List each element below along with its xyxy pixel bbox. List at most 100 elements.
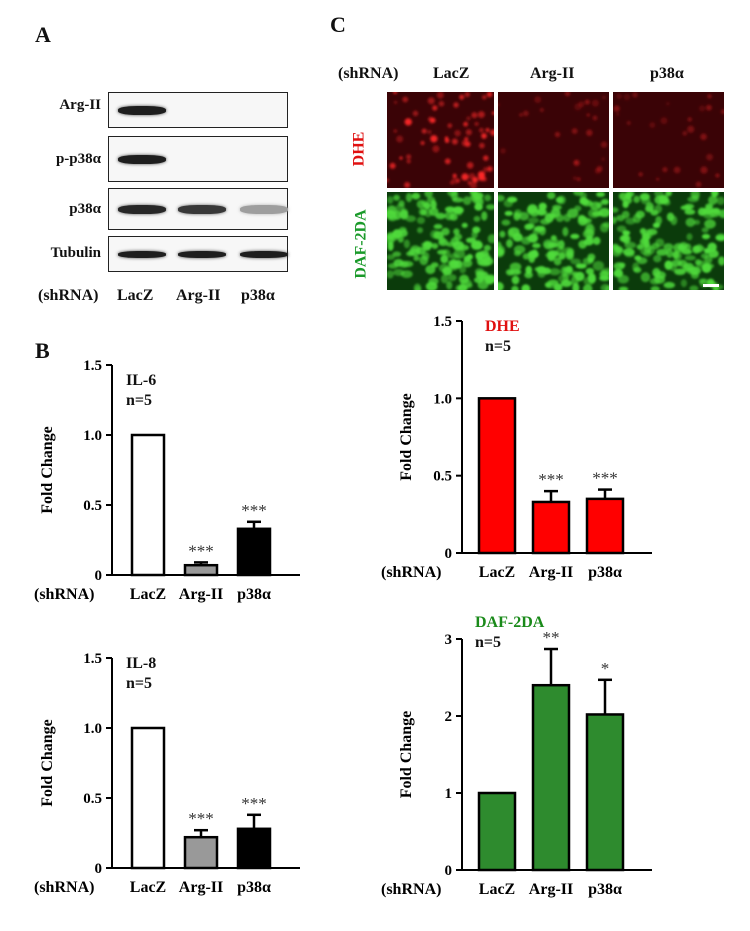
significance-label: ** [543,628,560,647]
y-axis-label: Fold Change [39,719,56,807]
blot-shrna-label: (shRNA) [38,287,99,304]
chart-il6: 0 0.5 1.0 1.5 Fold Change IL-6 n=5 LacZ *** Arg-I… [34,358,300,603]
bar [130,726,166,870]
y-tick-label: 3 [445,632,453,648]
significance-label: *** [241,794,267,813]
blot-band [118,204,166,214]
y-tick-label: 1.5 [433,314,452,330]
x-axis-prefix: (shRNA) [34,586,94,603]
y-tick-label: 0 [95,568,103,584]
bar [585,713,625,872]
micro-column-label: Arg-II [530,65,575,82]
blot-band [118,154,166,164]
y-tick-label: 1.0 [83,428,102,444]
panel-label-b: B [35,338,50,363]
y-axis-label: Fold Change [398,711,415,799]
x-tick-label: p38α [237,586,271,603]
dhe-image-p38 [613,92,724,188]
bar [477,791,517,872]
bar [183,563,219,577]
micro-shrna-label: (shRNA) [338,65,399,82]
y-axis-label: Fold Change [39,426,56,514]
x-axis-prefix: (shRNA) [381,881,441,898]
daf-image-arg2 [498,192,609,290]
y-tick-label: 2 [445,709,453,725]
blot-row-label: p-p38α [55,151,101,167]
daf-image-lacz [387,192,494,290]
significance-label: *** [241,501,267,520]
blot-band [178,250,226,258]
significance-label: *** [592,469,618,488]
y-tick-label: 1.5 [83,358,102,374]
chart-annotation: DAF-2DA [475,614,545,631]
bar [477,397,517,555]
chart-daf: 0 1 2 3 Fold Change DAF-2DA n=5 LacZ ** Arg-II * p3… [381,614,652,898]
chart-il8: 0 0.5 1.0 1.5 Fold Change IL-8 n=5 LacZ *** Arg-I… [34,651,300,896]
y-tick-label: 0 [445,546,453,562]
x-tick-label: p38α [588,564,622,581]
y-tick-label: 1.5 [83,651,102,667]
chart-annotation: n=5 [126,392,152,409]
y-tick-label: 0 [95,861,103,877]
x-tick-label: Arg-II [179,879,223,896]
x-tick-label: p38α [588,881,622,898]
chart-annotation: IL-8 [126,655,156,672]
daf-image-p38 [613,192,724,290]
blot-row-label: p38α [69,201,101,217]
blot-band [240,250,288,258]
y-tick-label: 0.5 [83,498,102,514]
x-axis-prefix: (shRNA) [34,879,94,896]
bar [531,500,571,555]
y-tick-label: 0 [445,863,453,879]
x-axis-prefix: (shRNA) [381,564,441,581]
micro-row-label: DHE [350,131,368,167]
bar [531,683,571,872]
chart-annotation: IL-6 [126,372,156,389]
chart-annotation: n=5 [126,675,152,692]
microscopy-grid [387,92,724,290]
y-tick-label: 0.5 [433,469,452,485]
x-tick-label: LacZ [130,879,166,896]
x-tick-label: Arg-II [529,881,573,898]
micro-column-label: p38α [650,65,684,82]
bar [585,497,625,555]
y-axis-label: Fold Change [398,393,415,481]
panel-label-a: A [35,22,51,47]
y-tick-label: 0.5 [83,791,102,807]
panel-label-c: C [330,12,346,37]
bar [236,527,272,577]
bar [130,433,166,577]
blot-row-label: Arg-II [59,97,101,113]
x-tick-label: LacZ [479,881,515,898]
bar [183,835,219,870]
micro-row-label: DAF-2DA [352,209,370,279]
significance-label: *** [188,809,214,828]
micro-column-label: LacZ [433,65,470,82]
dhe-image-lacz [387,92,494,188]
y-tick-label: 1 [445,786,453,802]
y-tick-label: 1.0 [83,721,102,737]
blot-lane-label: p38α [241,287,275,304]
x-tick-label: p38α [237,879,271,896]
significance-label: * [601,659,610,678]
significance-label: *** [188,541,214,560]
significance-label: *** [538,470,564,489]
chart-annotation: n=5 [475,634,501,651]
chart-annotation: DHE [485,318,520,335]
blot-lane-label: Arg-II [176,287,221,304]
blot-band [178,204,226,214]
chart-dhe: 0 0.5 1.0 1.5 Fold Change DHE n=5 LacZ *** Arg-II… [381,314,652,581]
x-tick-label: LacZ [130,586,166,603]
blot-lane-label: LacZ [117,287,154,304]
y-tick-label: 1.0 [433,391,452,407]
scale-bar [703,284,719,287]
blot-band [118,105,166,115]
x-tick-label: LacZ [479,564,515,581]
bar [236,827,272,870]
blot-band [118,250,166,258]
x-tick-label: Arg-II [529,564,573,581]
blot-band [240,204,288,214]
chart-annotation: n=5 [485,338,511,355]
dhe-image-arg2 [498,92,609,188]
blot-row-label: Tubulin [50,245,101,261]
